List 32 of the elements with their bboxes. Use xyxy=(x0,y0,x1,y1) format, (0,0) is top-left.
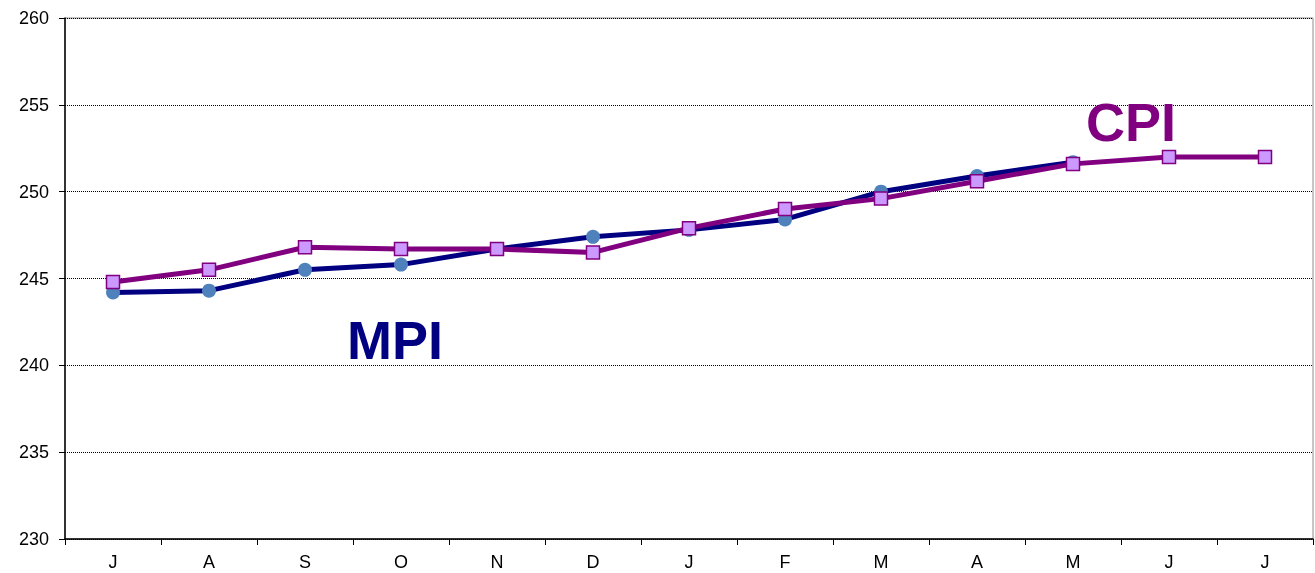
y-tick-label: 250 xyxy=(18,181,49,202)
point xyxy=(777,201,793,217)
point xyxy=(1257,149,1273,165)
x-tick-label: S xyxy=(298,552,312,572)
y-tick-label: 255 xyxy=(18,94,49,115)
point xyxy=(1161,149,1177,165)
x-tick-label: J xyxy=(1260,552,1270,572)
point xyxy=(393,241,409,257)
point xyxy=(201,262,217,278)
x-tick-label: A xyxy=(202,552,216,572)
x-tick-label: M xyxy=(1065,552,1081,572)
y-tick-label: 240 xyxy=(18,355,49,376)
x-tick-label: O xyxy=(393,552,409,572)
x-tick-label: M xyxy=(873,552,889,572)
point xyxy=(105,274,121,290)
x-tick-label: N xyxy=(490,552,504,572)
x-tick-label: J xyxy=(1164,552,1174,572)
series-label: CPI xyxy=(1085,92,1177,152)
y-tick-label: 245 xyxy=(18,268,49,289)
y-tick-label: 235 xyxy=(18,442,49,463)
x-tick-label: J xyxy=(108,552,118,572)
x-tick-label: J xyxy=(684,552,694,572)
point xyxy=(969,174,985,189)
y-tick-label: 230 xyxy=(18,529,49,549)
y-tick-label: 260 xyxy=(18,8,49,28)
x-tick-label: A xyxy=(970,552,984,572)
point xyxy=(297,239,313,255)
x-tick-label: D xyxy=(586,552,600,572)
point xyxy=(585,245,601,260)
point xyxy=(873,191,889,206)
series-label: MPI xyxy=(346,310,444,370)
x-tick-label: F xyxy=(779,552,791,572)
